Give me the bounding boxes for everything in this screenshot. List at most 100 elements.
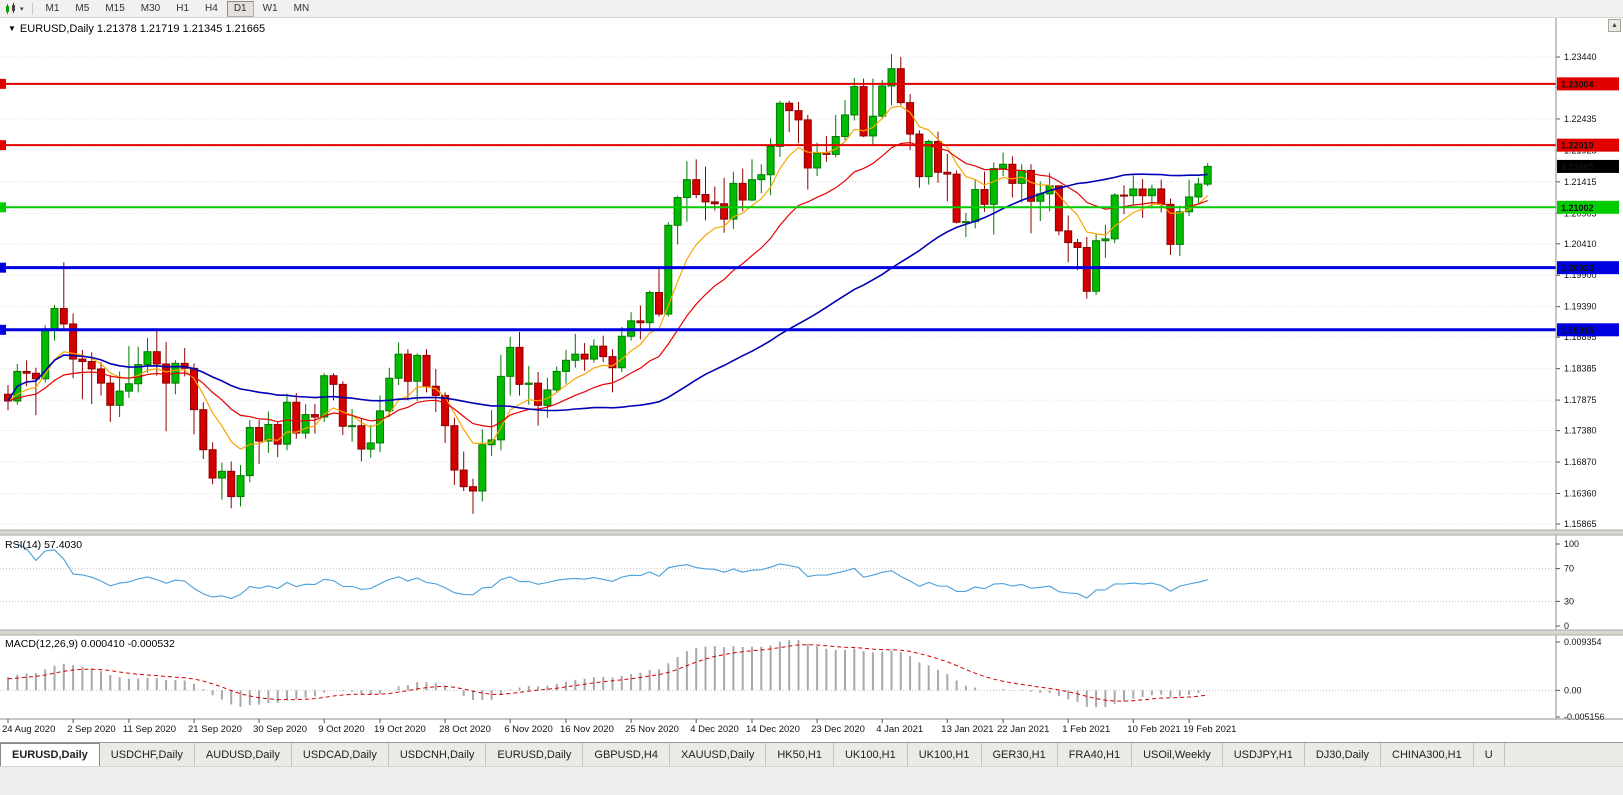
status-bar bbox=[0, 766, 1623, 795]
svg-text:1.19900: 1.19900 bbox=[1564, 270, 1597, 280]
ma-fast-line bbox=[7, 105, 1209, 450]
chart-tab-usdchf-daily[interactable]: USDCHF,Daily bbox=[100, 743, 195, 766]
symbol-marker-icon: ▼ bbox=[8, 24, 16, 33]
candles-glyph bbox=[6, 2, 15, 14]
chart-tab-eurusd-daily[interactable]: EURUSD,Daily bbox=[486, 743, 584, 766]
svg-text:1.18385: 1.18385 bbox=[1564, 364, 1597, 374]
svg-text:19 Feb 2021: 19 Feb 2021 bbox=[1183, 724, 1236, 735]
svg-text:1.16360: 1.16360 bbox=[1564, 488, 1597, 498]
chart-tab-usdcnh-daily[interactable]: USDCNH,Daily bbox=[389, 743, 487, 766]
chart-type-caret-icon[interactable]: ▾ bbox=[20, 5, 24, 13]
svg-text:0.00: 0.00 bbox=[1564, 685, 1582, 695]
svg-text:0: 0 bbox=[1564, 621, 1569, 631]
svg-text:100: 100 bbox=[1564, 539, 1579, 549]
price-label-1.19015: 1.19015 bbox=[1557, 323, 1619, 337]
rsi-line bbox=[17, 543, 1208, 600]
timeframe-button-h4[interactable]: H4 bbox=[205, 2, 218, 14]
chart-tab-usdcad-daily[interactable]: USDCAD,Daily bbox=[292, 743, 389, 766]
svg-text:1.21002: 1.21002 bbox=[1561, 203, 1594, 213]
chart-tab-u[interactable]: U bbox=[1474, 743, 1505, 766]
svg-text:10 Feb 2021: 10 Feb 2021 bbox=[1127, 724, 1180, 735]
chart-tab-uk100-h1[interactable]: UK100,H1 bbox=[908, 743, 982, 766]
svg-text:0.009354: 0.009354 bbox=[1564, 637, 1602, 647]
svg-text:1.21415: 1.21415 bbox=[1564, 177, 1597, 187]
svg-text:16 Nov 2020: 16 Nov 2020 bbox=[560, 724, 614, 735]
price-label-1.20023: 1.20023 bbox=[1557, 261, 1619, 275]
svg-text:1.16870: 1.16870 bbox=[1564, 457, 1597, 467]
svg-text:4 Dec 2020: 4 Dec 2020 bbox=[690, 724, 739, 735]
svg-text:1.19390: 1.19390 bbox=[1564, 302, 1597, 312]
svg-text:1.21665: 1.21665 bbox=[1561, 162, 1594, 172]
price-label-1.21002: 1.21002 bbox=[1557, 200, 1619, 214]
svg-text:9 Oct 2020: 9 Oct 2020 bbox=[318, 724, 364, 735]
ohlc-header-text: EURUSD,Daily 1.21378 1.21719 1.21345 1.2… bbox=[19, 23, 266, 35]
chart-tab-hk50-h1[interactable]: HK50,H1 bbox=[766, 743, 834, 766]
svg-text:24 Aug 2020: 24 Aug 2020 bbox=[2, 724, 55, 735]
price-label-1.23004: 1.23004 bbox=[1557, 77, 1619, 91]
chart-tab-xauusd-daily[interactable]: XAUUSD,Daily bbox=[670, 743, 767, 766]
chart-tab-ger30-h1[interactable]: GER30,H1 bbox=[982, 743, 1058, 766]
chart-tab-usdjpy-h1[interactable]: USDJPY,H1 bbox=[1223, 743, 1305, 766]
chart-tab-gbpusd-h4[interactable]: GBPUSD,H4 bbox=[583, 743, 670, 766]
chart-area[interactable]: 1.234401.229501.224351.219251.214151.209… bbox=[0, 18, 1623, 742]
chart-type-icon[interactable] bbox=[4, 2, 19, 15]
svg-text:1.22435: 1.22435 bbox=[1564, 114, 1597, 124]
scrollbar-up-button[interactable]: ▲ bbox=[1608, 19, 1621, 32]
timeframe-button-d1[interactable]: D1 bbox=[226, 0, 254, 17]
macd-signal-line bbox=[7, 644, 1208, 702]
timeframe-button-m1[interactable]: M1 bbox=[45, 2, 60, 14]
timeframe-button-h1[interactable]: H1 bbox=[176, 2, 190, 14]
timeframe-button-m15[interactable]: M15 bbox=[105, 2, 125, 14]
timeframe-button-mn[interactable]: MN bbox=[293, 2, 310, 14]
svg-text:23 Dec 2020: 23 Dec 2020 bbox=[811, 724, 865, 735]
price-chart-svg[interactable]: 1.234401.229501.224351.219251.214151.209… bbox=[0, 18, 1623, 742]
svg-text:1.23004: 1.23004 bbox=[1561, 79, 1594, 89]
svg-text:1 Feb 2021: 1 Feb 2021 bbox=[1062, 724, 1110, 735]
price-label-1.22010: 1.22010 bbox=[1557, 138, 1619, 152]
panel-separator[interactable] bbox=[0, 630, 1623, 635]
svg-text:30 Sep 2020: 30 Sep 2020 bbox=[253, 724, 307, 735]
svg-text:25 Nov 2020: 25 Nov 2020 bbox=[625, 724, 679, 735]
macd-indicator-label: MACD(12,26,9) 0.000410 -0.000532 bbox=[5, 638, 175, 650]
timeframe-button-m30[interactable]: M30 bbox=[140, 2, 161, 14]
chart-tab-uk100-h1[interactable]: UK100,H1 bbox=[834, 743, 908, 766]
chart-tab-china300-h1[interactable]: CHINA300,H1 bbox=[1381, 743, 1474, 766]
svg-text:13 Jan 2021: 13 Jan 2021 bbox=[941, 724, 993, 735]
svg-text:21 Sep 2020: 21 Sep 2020 bbox=[188, 724, 242, 735]
svg-text:28 Oct 2020: 28 Oct 2020 bbox=[439, 724, 491, 735]
timeframe-button-w1[interactable]: W1 bbox=[262, 2, 278, 14]
ma-medium-line bbox=[7, 141, 1208, 428]
date-axis[interactable]: 24 Aug 2020 2 Sep 2020 11 Sep 2020 21 Sep 2… bbox=[2, 719, 1236, 735]
hline-left-marker bbox=[0, 262, 6, 273]
chart-tab-fra40-h1[interactable]: FRA40,H1 bbox=[1058, 743, 1133, 766]
timeframe-button-m5[interactable]: M5 bbox=[75, 2, 90, 14]
svg-text:4 Jan 2021: 4 Jan 2021 bbox=[876, 724, 923, 735]
svg-text:-0.005156: -0.005156 bbox=[1564, 712, 1605, 722]
chart-tab-eurusd-daily[interactable]: EURUSD,Daily bbox=[0, 743, 100, 766]
svg-text:6 Nov 2020: 6 Nov 2020 bbox=[504, 724, 553, 735]
hline-left-marker bbox=[0, 78, 6, 89]
timeframe-toolbar: ▾ M1 M5 M15 M30 H1 H4 D1 W1 MN bbox=[0, 0, 1623, 18]
timeframe-buttons-group: M1 M5 M15 M30 H1 H4 D1 W1 MN bbox=[38, 0, 318, 17]
candlestick-series bbox=[4, 53, 1212, 514]
chart-tabs-bar: EURUSD,Daily USDCHF,Daily AUDUSD,Daily USDC… bbox=[0, 742, 1623, 766]
horizontal-lines[interactable] bbox=[0, 78, 1556, 335]
price-axis[interactable]: 1.234401.229501.224351.219251.214151.209… bbox=[1556, 52, 1597, 529]
svg-text:1.23440: 1.23440 bbox=[1564, 52, 1597, 62]
svg-text:14 Dec 2020: 14 Dec 2020 bbox=[746, 724, 800, 735]
svg-text:1.17875: 1.17875 bbox=[1564, 395, 1597, 405]
chart-tab-dj30-daily[interactable]: DJ30,Daily bbox=[1305, 743, 1382, 766]
svg-text:1.20410: 1.20410 bbox=[1564, 239, 1597, 249]
chart-tab-audusd-daily[interactable]: AUDUSD,Daily bbox=[195, 743, 292, 766]
hline-left-marker bbox=[0, 202, 6, 213]
svg-text:1.20023: 1.20023 bbox=[1561, 263, 1594, 273]
svg-text:1.17380: 1.17380 bbox=[1564, 426, 1597, 436]
chart-tab-usoil-weekly[interactable]: USOil,Weekly bbox=[1132, 743, 1223, 766]
svg-text:1.18895: 1.18895 bbox=[1564, 332, 1597, 342]
panel-separator[interactable] bbox=[0, 530, 1623, 535]
svg-text:70: 70 bbox=[1564, 564, 1574, 574]
price-label-1.21665: 1.21665 bbox=[1557, 159, 1619, 173]
hline-left-marker bbox=[0, 324, 6, 335]
price-gridlines bbox=[0, 56, 1556, 525]
